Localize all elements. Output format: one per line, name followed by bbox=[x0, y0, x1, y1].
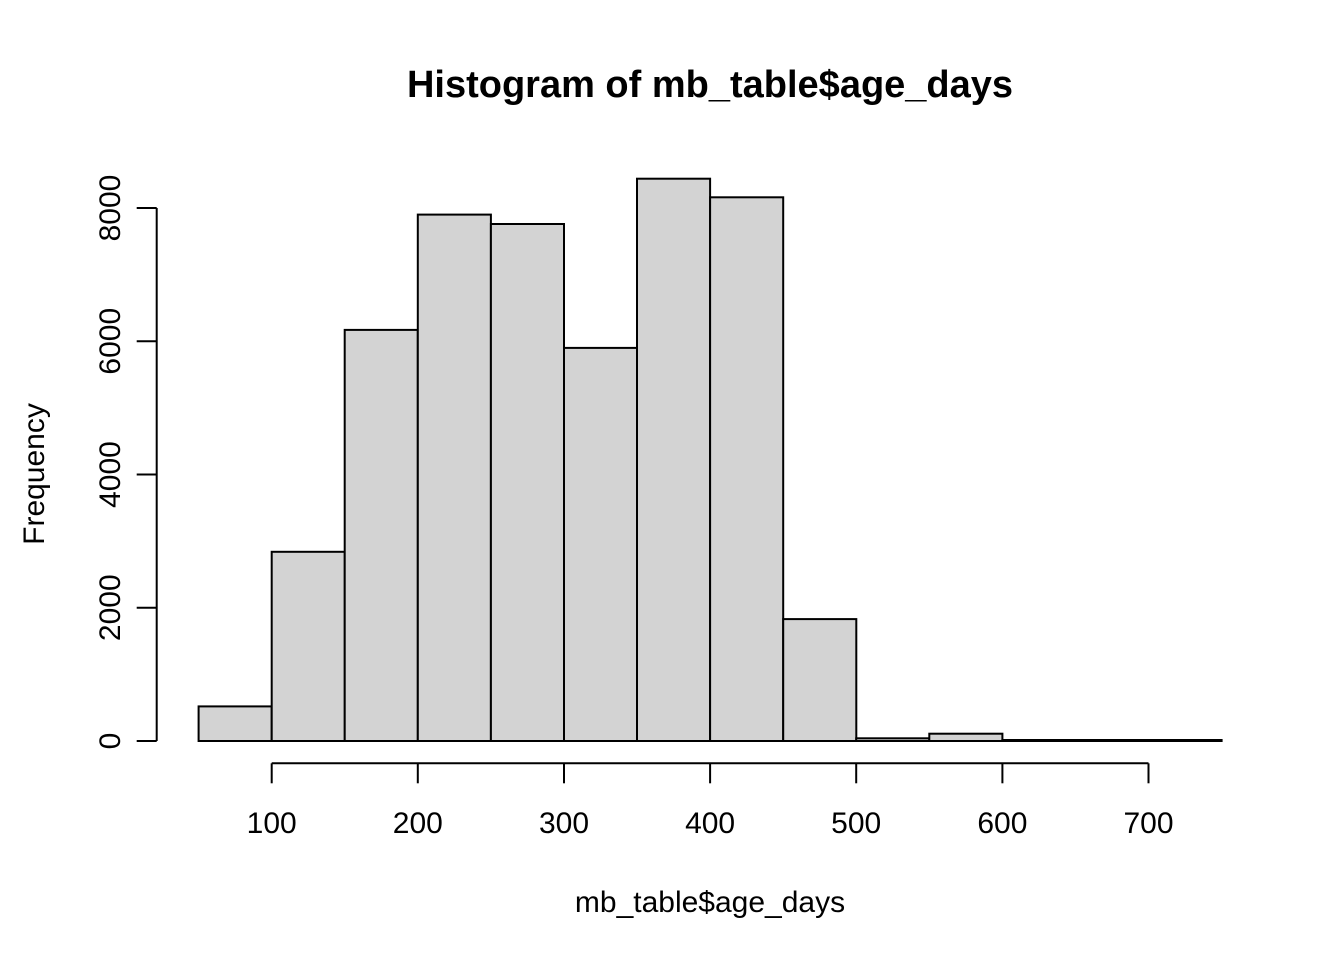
histogram-bar bbox=[197, 705, 273, 743]
y-axis-label: Frequency bbox=[18, 403, 51, 545]
histogram-bar bbox=[782, 618, 858, 742]
x-axis-tick-label: 200 bbox=[393, 807, 443, 840]
x-axis-label: mb_table$age_days bbox=[575, 886, 845, 919]
y-axis-tick-label: 8000 bbox=[94, 175, 127, 242]
histogram-bar bbox=[1147, 739, 1223, 742]
y-axis-tick-label: 6000 bbox=[94, 308, 127, 375]
x-axis-tick-label: 300 bbox=[539, 807, 589, 840]
x-axis-tick-label: 100 bbox=[247, 807, 297, 840]
chart-title: Histogram of mb_table$age_days bbox=[407, 64, 1013, 106]
histogram-bar bbox=[270, 550, 346, 742]
x-axis-tick-label: 600 bbox=[977, 807, 1027, 840]
histogram-bar bbox=[489, 223, 565, 742]
histogram-bar bbox=[1001, 739, 1077, 742]
y-axis-tick-label: 4000 bbox=[94, 441, 127, 508]
y-axis-tick-label: 0 bbox=[94, 733, 127, 750]
histogram-bar bbox=[709, 196, 785, 743]
x-axis-tick-label: 500 bbox=[831, 807, 881, 840]
histogram-bar bbox=[928, 732, 1004, 743]
histogram-bar bbox=[416, 213, 492, 743]
plot-area: 100 200 300 400 500 600 700 0 2000 4000 6000 8000 bbox=[94, 175, 1223, 840]
y-axis-tick-label: 2000 bbox=[94, 574, 127, 641]
histogram-bar bbox=[636, 177, 712, 742]
histogram-bar bbox=[1074, 739, 1150, 742]
x-axis-tick-label: 700 bbox=[1123, 807, 1173, 840]
histogram-bar bbox=[563, 346, 639, 742]
histogram-bar bbox=[855, 737, 931, 742]
histogram-bar bbox=[343, 328, 419, 742]
x-axis-tick-label: 400 bbox=[685, 807, 735, 840]
